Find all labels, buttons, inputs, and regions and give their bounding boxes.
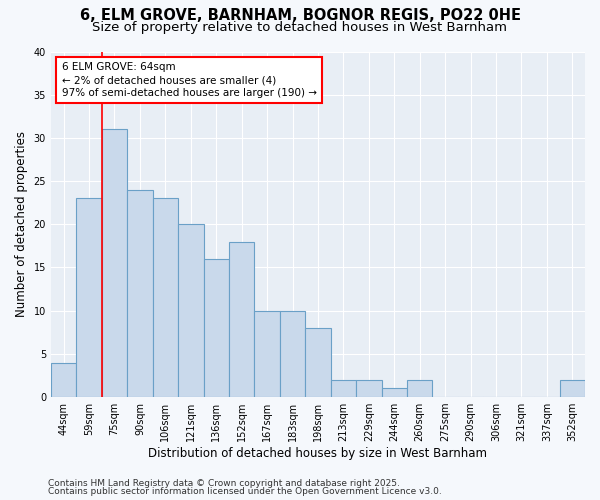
Text: 6 ELM GROVE: 64sqm
← 2% of detached houses are smaller (4)
97% of semi-detached : 6 ELM GROVE: 64sqm ← 2% of detached hous… <box>62 62 317 98</box>
Bar <box>356 380 382 397</box>
Text: Contains HM Land Registry data © Crown copyright and database right 2025.: Contains HM Land Registry data © Crown c… <box>48 478 400 488</box>
Bar <box>407 380 433 397</box>
Text: 6, ELM GROVE, BARNHAM, BOGNOR REGIS, PO22 0HE: 6, ELM GROVE, BARNHAM, BOGNOR REGIS, PO2… <box>79 8 521 22</box>
Bar <box>152 198 178 397</box>
X-axis label: Distribution of detached houses by size in West Barnham: Distribution of detached houses by size … <box>148 447 487 460</box>
Bar <box>280 310 305 397</box>
Bar <box>382 388 407 397</box>
Text: Size of property relative to detached houses in West Barnham: Size of property relative to detached ho… <box>92 21 508 34</box>
Bar <box>102 130 127 397</box>
Bar <box>203 259 229 397</box>
Text: Contains public sector information licensed under the Open Government Licence v3: Contains public sector information licen… <box>48 487 442 496</box>
Bar <box>305 328 331 397</box>
Bar <box>254 310 280 397</box>
Y-axis label: Number of detached properties: Number of detached properties <box>15 132 28 318</box>
Bar <box>76 198 102 397</box>
Bar <box>331 380 356 397</box>
Bar <box>229 242 254 397</box>
Bar <box>51 362 76 397</box>
Bar <box>560 380 585 397</box>
Bar <box>127 190 152 397</box>
Bar <box>178 224 203 397</box>
